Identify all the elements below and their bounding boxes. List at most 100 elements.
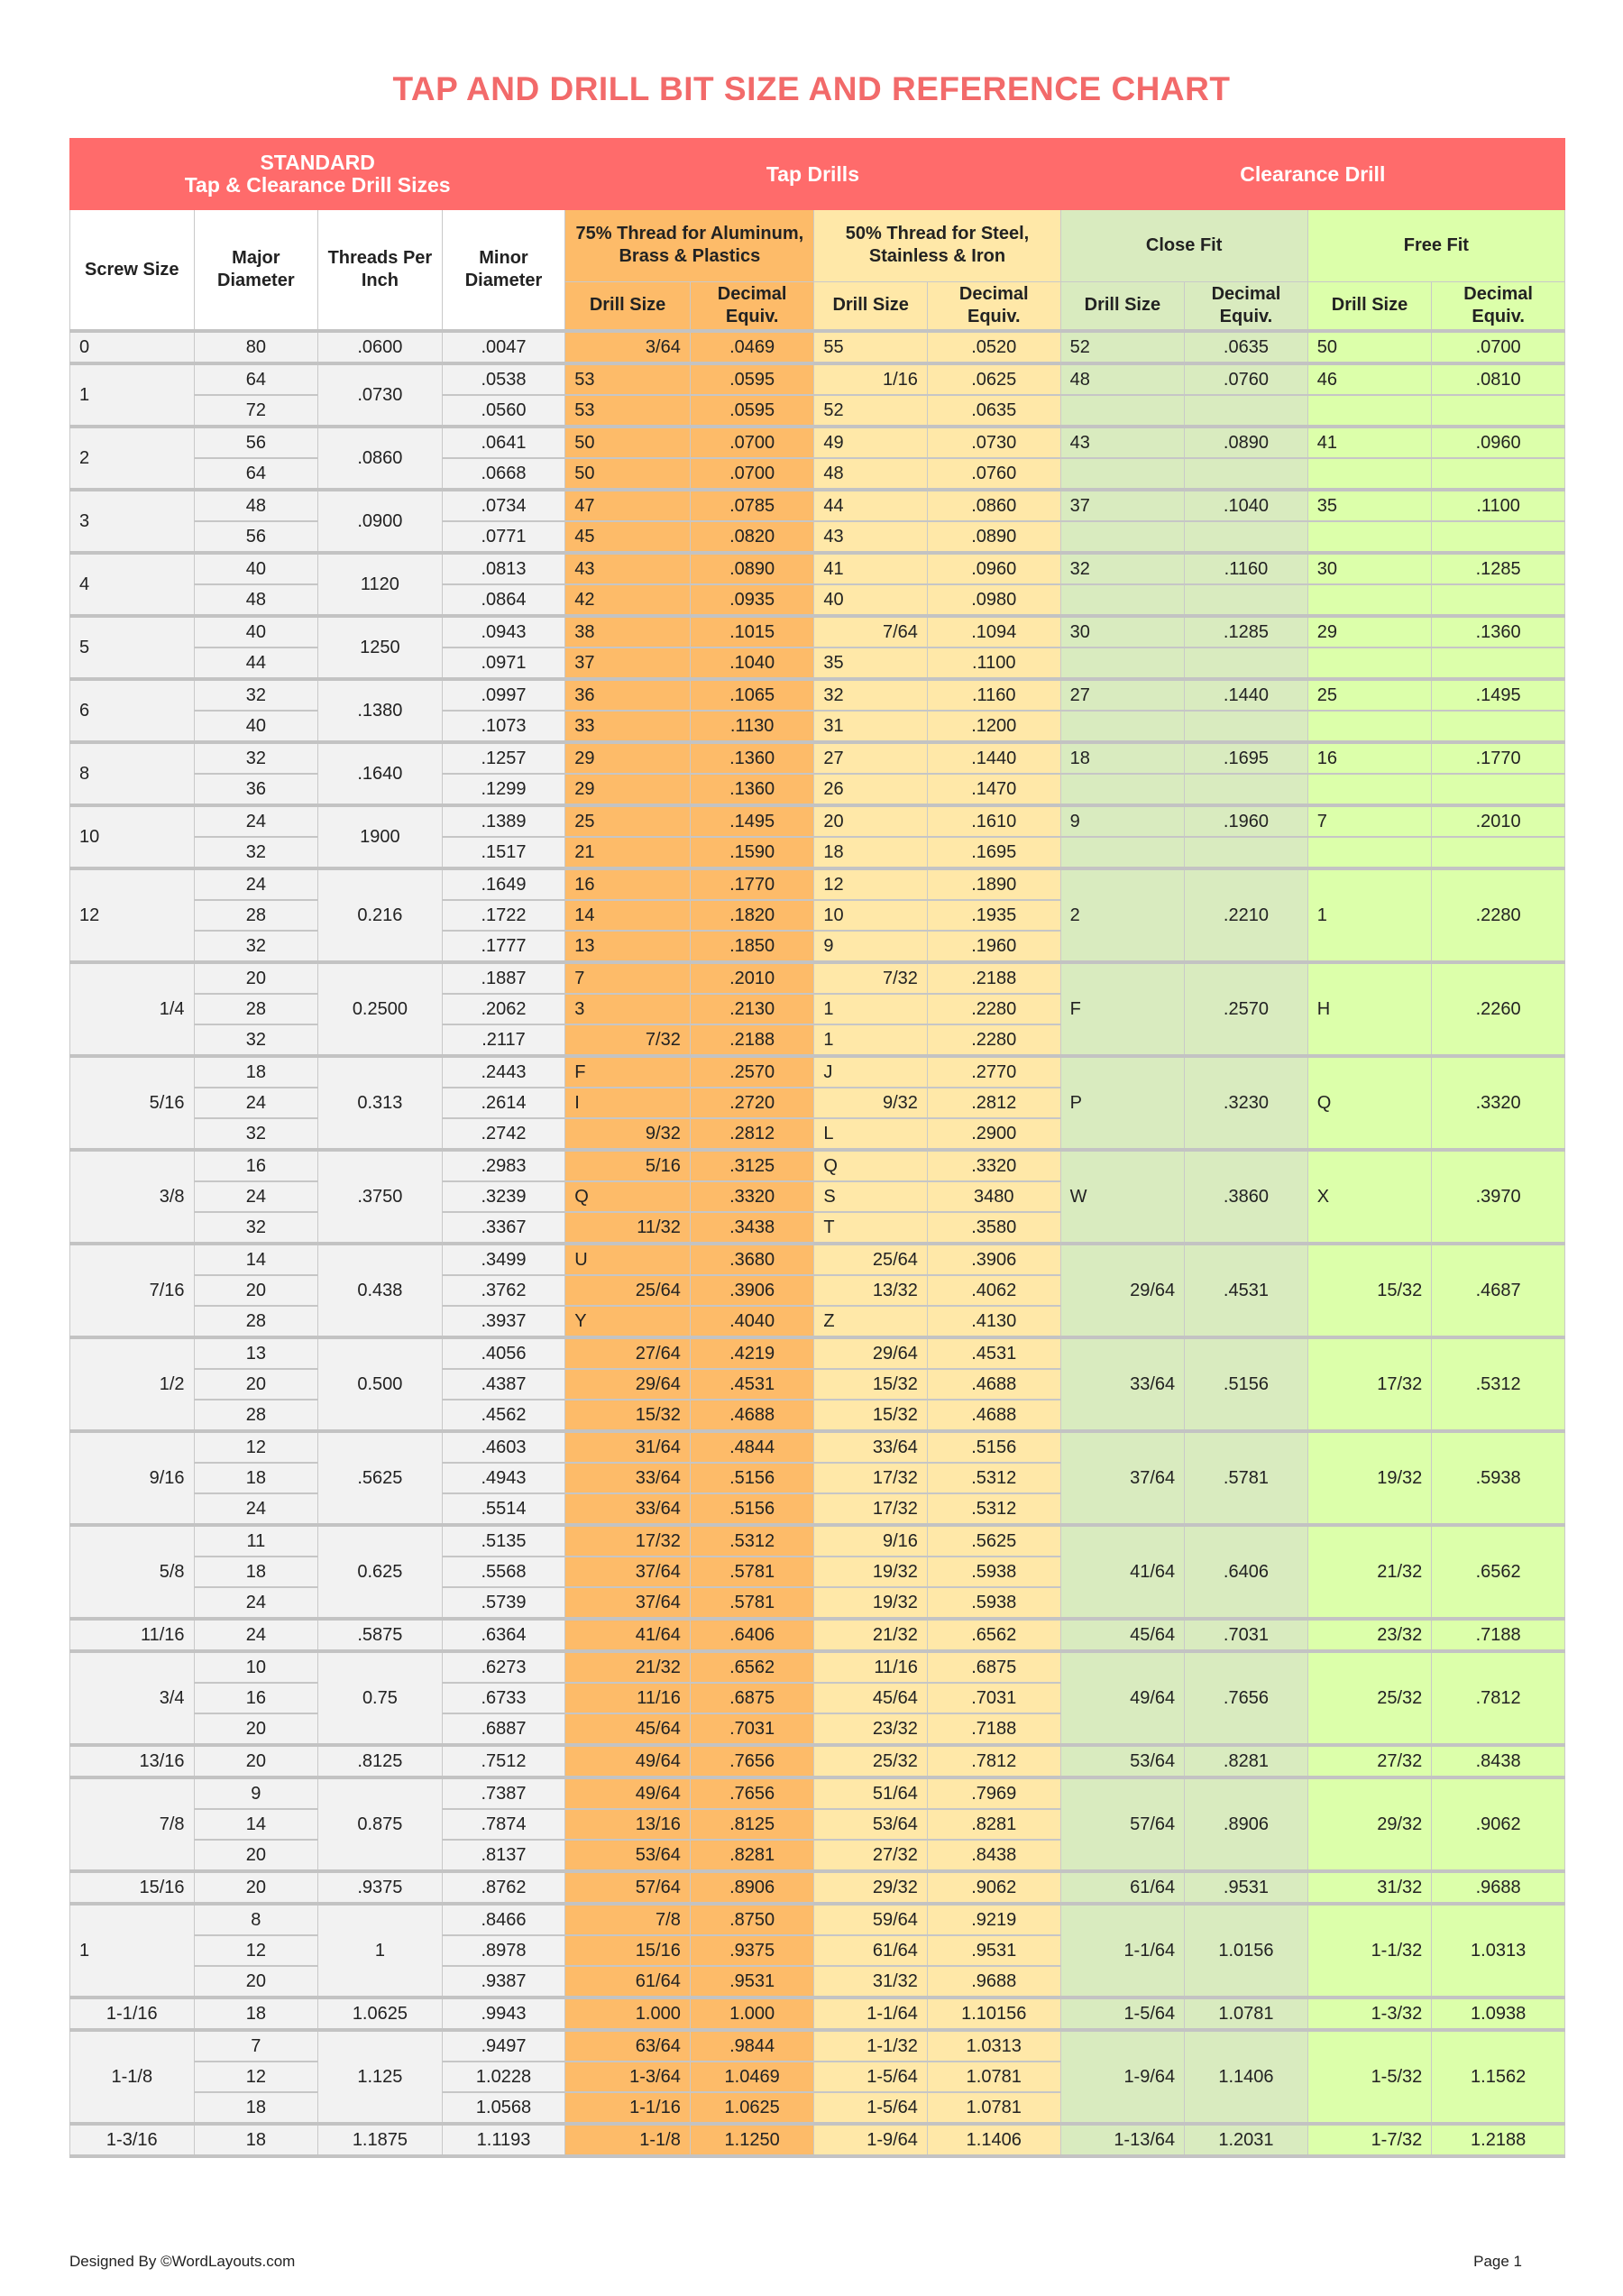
thread50-drill-size-cell: 27	[813, 740, 928, 775]
thread50-decimal-cell: .0980	[926, 584, 1061, 617]
thread50-decimal-cell: .5156	[926, 1429, 1061, 1464]
free-fit-decimal-cell: .8438	[1431, 1743, 1565, 1778]
thread50-drill-size-cell: 33/64	[813, 1429, 928, 1464]
table-row: 36 .1299 29.1360 26.1470	[70, 774, 1565, 806]
thread75-decimal-cell: .1820	[689, 900, 815, 932]
thread50-decimal-cell: .5312	[926, 1463, 1061, 1494]
major-diameter-cell: 11	[193, 1523, 319, 1557]
table-row: 13/16 20.8125.7512 49/64.7656 25/32.7812 53/…	[69, 1743, 1565, 1778]
thread50-decimal-cell: .2900	[926, 1118, 1061, 1151]
close-fit-decimal-cell: .0635	[1184, 329, 1308, 364]
close-fit-decimal-cell	[1184, 647, 1308, 680]
thread50-drill-size-cell: 13/32	[813, 1275, 928, 1307]
thread50-drill-size-cell: 1-1/32	[813, 2028, 928, 2062]
screw-size-cell: 7/16	[69, 1242, 195, 1338]
table-row: 6 32.1380.0997 36.1065 32.1160 27.1440 25.149…	[69, 677, 1565, 743]
minor-diameter-cell: .1517	[441, 837, 566, 869]
thread50-drill-size-cell: 1/16	[813, 362, 928, 396]
thread75-drill-size-cell: 31/64	[564, 1429, 691, 1464]
minor-diameter-cell: 1.1193	[441, 2122, 566, 2158]
minor-diameter-cell: .2443	[441, 1054, 566, 1088]
major-diameter-cell: 18	[193, 1557, 319, 1588]
close-fit-drill-size-cell: 1-1/64	[1059, 1902, 1186, 1998]
thread50-decimal-cell: .9531	[926, 1935, 1061, 1967]
free-fit-decimal-cell: .0960	[1431, 425, 1565, 459]
minor-diameter-cell: .4387	[441, 1369, 566, 1401]
close-fit-decimal-cell: .9531	[1184, 1869, 1308, 1905]
thread75-decimal-cell: 1.0625	[689, 2092, 815, 2125]
minor-diameter-cell: .5514	[441, 1493, 566, 1526]
free-fit-decimal-cell: .2280	[1431, 867, 1565, 963]
thread75-decimal-cell: .5781	[689, 1587, 815, 1620]
thread75-decimal-cell: .5156	[689, 1463, 815, 1494]
thread50-drill-size-cell: 17/32	[813, 1463, 928, 1494]
table-row: 0 80.0600.0047 3/64.0469 55.0520 52.0635 50.0…	[69, 329, 1565, 364]
thread75-drill-size-cell: 33	[564, 711, 691, 743]
free-fit-decimal-cell: .3970	[1431, 1148, 1565, 1244]
thread50-drill-size-cell: 19/32	[813, 1587, 928, 1620]
threads-per-inch-cell: 0.216	[317, 867, 443, 963]
footer-credit: Designed By ©WordLayouts.com	[69, 2253, 296, 2270]
thread75-decimal-cell: .8750	[689, 1902, 815, 1936]
thread75-decimal-cell: .1360	[689, 740, 815, 775]
thread75-decimal-cell: .2130	[689, 994, 815, 1025]
thread50-decimal-cell: .0520	[926, 329, 1061, 364]
thread50-drill-size-cell: 29/32	[813, 1869, 928, 1905]
free-fit-decimal-cell: .0810	[1431, 362, 1565, 396]
thread75-decimal-cell: .0820	[689, 521, 815, 554]
major-diameter-cell: 18	[193, 2092, 319, 2125]
thread50-decimal-cell: .3320	[926, 1148, 1061, 1182]
major-diameter-cell: 32	[193, 677, 319, 712]
close-fit-drill-size-cell: 41/64	[1059, 1523, 1186, 1620]
thread75-drill-size-cell: 63/64	[564, 2028, 691, 2062]
minor-diameter-cell: .3499	[441, 1242, 566, 1276]
thread75-drill-size-cell: Y	[564, 1306, 691, 1338]
table-row: 5/8 11 0.625.5135 17/32.5312 9/16.5625 41/64.…	[69, 1523, 1565, 1620]
close-fit-drill-size-cell	[1059, 774, 1186, 806]
major-diameter-cell: 20	[193, 1966, 319, 1998]
thread50-decimal-cell: .6562	[926, 1617, 1061, 1652]
major-diameter-cell: 72	[193, 395, 319, 427]
thread50-decimal-cell: .1960	[926, 931, 1061, 963]
footer-page-number: Page 1	[1473, 2253, 1522, 2270]
screw-size-cell: 5/16	[69, 1054, 195, 1151]
minor-diameter-header: Minor Diameter	[441, 209, 566, 332]
thread50-decimal-cell: .0730	[926, 425, 1061, 459]
thread75-decimal-cell: .4688	[689, 1400, 815, 1432]
table-row: 20 .3762 25/64.3906 13/32.4062	[70, 1275, 1565, 1307]
thread75-drill-size-cell: 57/64	[564, 1869, 691, 1905]
thread50-drill-size-cell: 9	[813, 931, 928, 963]
thread50-decimal-cell: .2812	[926, 1088, 1061, 1119]
minor-diameter-cell: .0668	[441, 458, 566, 491]
major-diameter-cell: 24	[193, 804, 319, 838]
thread50-drill-size-cell: 23/32	[813, 1713, 928, 1746]
major-diameter-cell: 18	[193, 1054, 319, 1088]
free-fit-drill-size-cell: 1-7/32	[1307, 2122, 1433, 2158]
thread75-drill-size-cell: 53	[564, 395, 691, 427]
thread50-decimal-cell: .1890	[926, 867, 1061, 901]
major-diameter-cell: 28	[193, 900, 319, 932]
free-fit-drill-size-cell	[1307, 711, 1433, 743]
thread75-decimal-cell: .1360	[689, 774, 815, 806]
free-fit-drill-size-cell: 16	[1307, 740, 1433, 775]
minor-diameter-cell: .0047	[441, 329, 566, 364]
close-fit-drill-size-cell: 57/64	[1059, 1776, 1186, 1872]
thread75-drill-size-cell: 1-3/64	[564, 2062, 691, 2093]
minor-diameter-cell: .8137	[441, 1840, 566, 1872]
standard-label: STANDARD	[260, 151, 375, 174]
threads-per-inch-cell: 0.2500	[317, 960, 443, 1057]
minor-diameter-cell: .5135	[441, 1523, 566, 1557]
thread75-drill-size-cell: 1.000	[564, 1996, 691, 2031]
threads-per-inch-cell: 0.875	[317, 1776, 443, 1872]
free-fit-drill-size-cell: 1-5/32	[1307, 2028, 1433, 2125]
thread50-drill-size-cell: 48	[813, 458, 928, 491]
minor-diameter-cell: .3762	[441, 1275, 566, 1307]
thread75-decimal-cell: .3320	[689, 1181, 815, 1213]
close-fit-drill-size-cell: 29/64	[1059, 1242, 1186, 1338]
major-diameter-cell: 32	[193, 1118, 319, 1151]
major-diameter-cell: 28	[193, 1306, 319, 1338]
thread75-decimal-cell: .8125	[689, 1809, 815, 1841]
minor-diameter-cell: .0734	[441, 488, 566, 522]
thread50-drill-size-cell: 44	[813, 488, 928, 522]
screw-size-cell: 1/4	[69, 960, 195, 1057]
